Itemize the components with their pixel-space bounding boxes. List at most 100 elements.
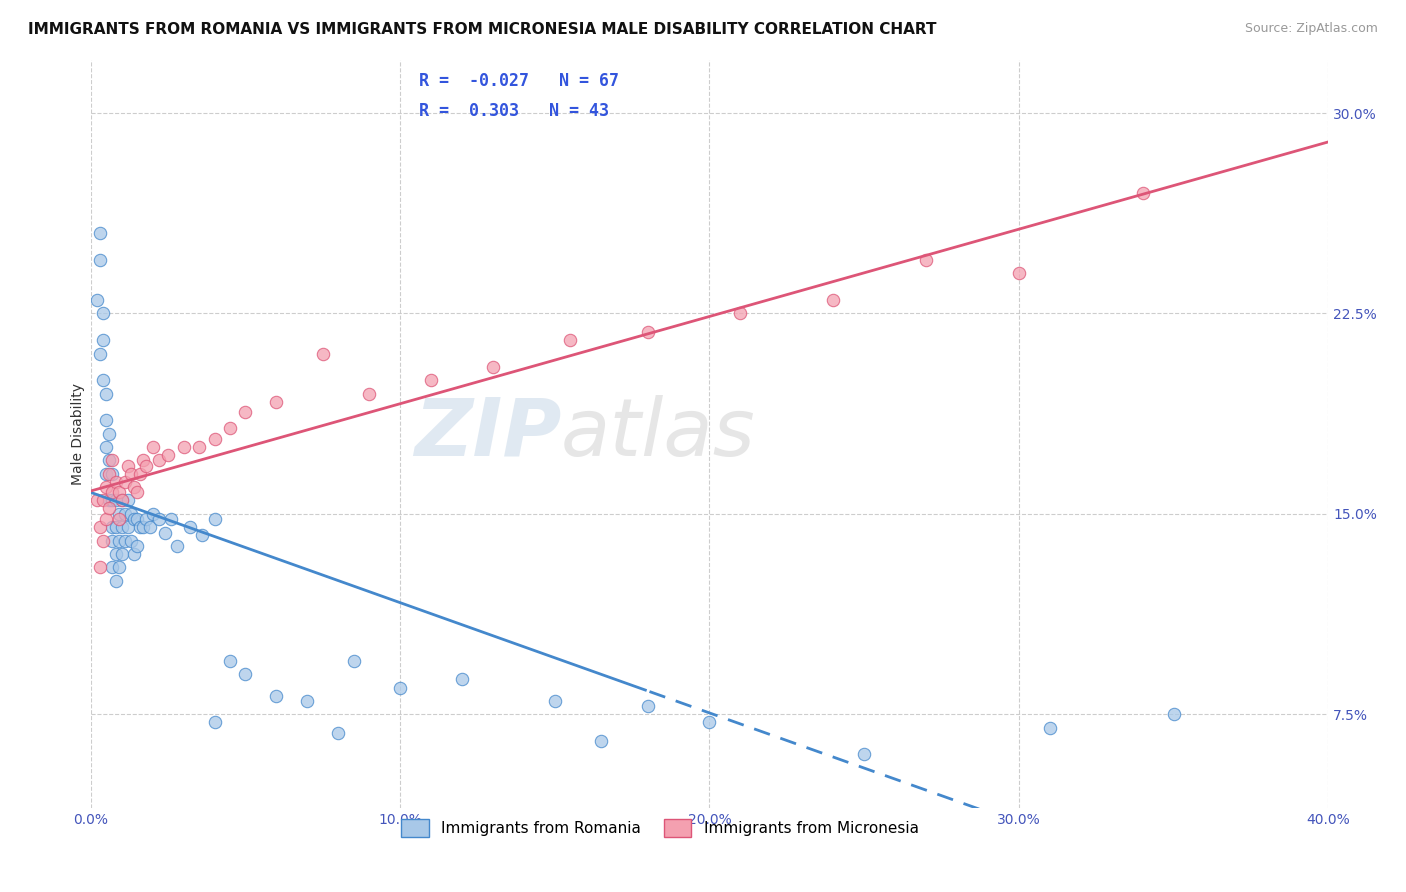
Point bbox=[166, 539, 188, 553]
Point bbox=[266, 394, 288, 409]
Point bbox=[730, 306, 752, 320]
Point bbox=[127, 512, 149, 526]
Point bbox=[266, 689, 288, 703]
Point bbox=[122, 547, 145, 561]
Point bbox=[153, 525, 176, 540]
Point bbox=[107, 560, 129, 574]
Point bbox=[389, 681, 412, 695]
Text: ZIP: ZIP bbox=[413, 394, 561, 473]
Text: Source: ZipAtlas.com: Source: ZipAtlas.com bbox=[1244, 22, 1378, 36]
Point bbox=[135, 512, 157, 526]
Point bbox=[148, 453, 170, 467]
Point bbox=[89, 346, 111, 360]
Point bbox=[204, 432, 226, 446]
Point bbox=[235, 405, 257, 419]
Point bbox=[101, 453, 124, 467]
Point bbox=[1163, 707, 1185, 722]
Text: R =  0.303   N = 43: R = 0.303 N = 43 bbox=[419, 103, 609, 120]
Point bbox=[591, 734, 613, 748]
Point bbox=[127, 485, 149, 500]
Point bbox=[96, 440, 118, 454]
Point bbox=[120, 507, 142, 521]
Point bbox=[101, 493, 124, 508]
Point bbox=[204, 715, 226, 730]
Point bbox=[96, 386, 118, 401]
Y-axis label: Male Disability: Male Disability bbox=[72, 383, 86, 484]
Point bbox=[853, 747, 876, 762]
Point bbox=[111, 493, 134, 508]
Point bbox=[114, 533, 136, 548]
Point bbox=[148, 512, 170, 526]
Point bbox=[191, 528, 214, 542]
Point bbox=[107, 512, 129, 526]
Point bbox=[179, 520, 201, 534]
Point bbox=[120, 533, 142, 548]
Point bbox=[91, 306, 114, 320]
Point bbox=[101, 467, 124, 481]
Point bbox=[142, 507, 165, 521]
Legend: Immigrants from Romania, Immigrants from Micronesia: Immigrants from Romania, Immigrants from… bbox=[394, 811, 927, 845]
Point bbox=[101, 533, 124, 548]
Point bbox=[122, 480, 145, 494]
Point bbox=[101, 485, 124, 500]
Text: R =  -0.027   N = 67: R = -0.027 N = 67 bbox=[419, 71, 619, 90]
Point bbox=[104, 475, 127, 489]
Point bbox=[359, 386, 381, 401]
Point bbox=[98, 493, 121, 508]
Point bbox=[96, 413, 118, 427]
Point bbox=[637, 325, 659, 339]
Point bbox=[188, 440, 211, 454]
Point bbox=[114, 507, 136, 521]
Point bbox=[420, 373, 443, 387]
Point bbox=[135, 458, 157, 473]
Text: atlas: atlas bbox=[561, 394, 756, 473]
Point bbox=[482, 359, 505, 374]
Point bbox=[129, 520, 152, 534]
Point bbox=[117, 458, 139, 473]
Point bbox=[104, 493, 127, 508]
Point bbox=[1039, 721, 1062, 735]
Point bbox=[98, 426, 121, 441]
Point bbox=[114, 475, 136, 489]
Point bbox=[86, 293, 108, 307]
Point bbox=[699, 715, 721, 730]
Point bbox=[235, 667, 257, 681]
Point bbox=[91, 333, 114, 347]
Point bbox=[111, 493, 134, 508]
Point bbox=[117, 493, 139, 508]
Point bbox=[122, 512, 145, 526]
Point bbox=[157, 448, 180, 462]
Point bbox=[104, 520, 127, 534]
Point bbox=[560, 333, 582, 347]
Point bbox=[1008, 266, 1031, 280]
Point bbox=[129, 467, 152, 481]
Point bbox=[89, 520, 111, 534]
Point bbox=[138, 520, 160, 534]
Point bbox=[101, 560, 124, 574]
Point bbox=[104, 574, 127, 588]
Point bbox=[127, 539, 149, 553]
Point bbox=[823, 293, 845, 307]
Point bbox=[111, 547, 134, 561]
Point bbox=[86, 493, 108, 508]
Point bbox=[120, 467, 142, 481]
Point bbox=[96, 512, 118, 526]
Point bbox=[107, 507, 129, 521]
Point bbox=[204, 512, 226, 526]
Point bbox=[107, 485, 129, 500]
Point bbox=[104, 547, 127, 561]
Point bbox=[91, 493, 114, 508]
Point bbox=[173, 440, 195, 454]
Point bbox=[101, 520, 124, 534]
Point bbox=[451, 673, 474, 687]
Point bbox=[96, 467, 118, 481]
Point bbox=[343, 654, 366, 668]
Point bbox=[96, 480, 118, 494]
Text: IMMIGRANTS FROM ROMANIA VS IMMIGRANTS FROM MICRONESIA MALE DISABILITY CORRELATIO: IMMIGRANTS FROM ROMANIA VS IMMIGRANTS FR… bbox=[28, 22, 936, 37]
Point bbox=[89, 560, 111, 574]
Point bbox=[107, 533, 129, 548]
Point bbox=[219, 421, 242, 435]
Point bbox=[132, 453, 155, 467]
Point bbox=[91, 373, 114, 387]
Point bbox=[98, 467, 121, 481]
